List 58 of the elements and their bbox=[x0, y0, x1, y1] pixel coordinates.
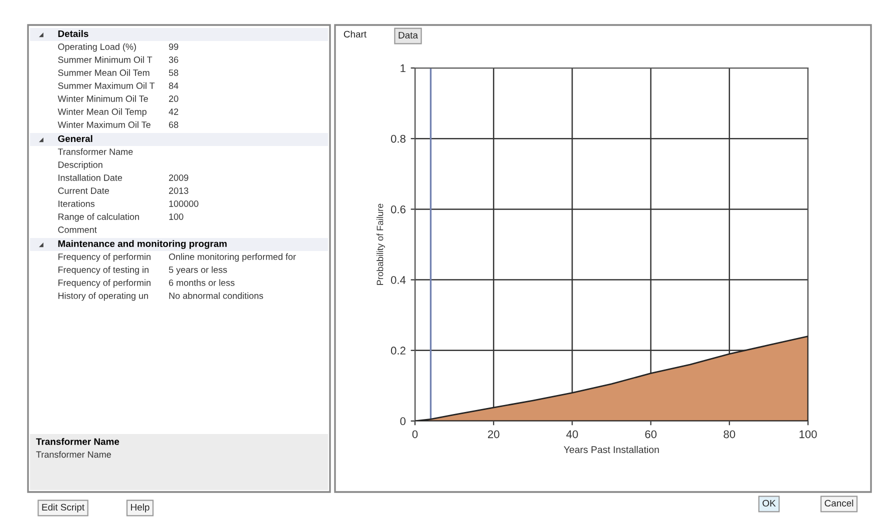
x-tick-label: 20 bbox=[488, 430, 500, 438]
text: Details bbox=[58, 30, 88, 38]
category-label: Winter Mean Oil Temp bbox=[58, 108, 146, 117]
x-axis-title: Years Past Installation bbox=[564, 446, 659, 454]
text: 20 bbox=[169, 96, 178, 102]
text: 100000 bbox=[169, 200, 198, 207]
category-label: History of operating un bbox=[58, 292, 148, 301]
category-label: Description bbox=[58, 161, 102, 170]
category-label: Iterations bbox=[58, 200, 95, 207]
x-tick-label: 60 bbox=[645, 430, 657, 438]
y-tick-label: 0.2 bbox=[390, 346, 406, 355]
y-axis-title: Probability of Failure bbox=[376, 204, 385, 285]
text: No abnormal conditions bbox=[169, 292, 264, 299]
category-label: Winter Maximum Oil Te bbox=[58, 121, 150, 128]
category-label: Frequency of performin bbox=[58, 253, 150, 262]
x-tick-label: 0 bbox=[412, 430, 418, 438]
category-label: Summer Minimum Oil T bbox=[58, 56, 152, 63]
category-label: Summer Maximum Oil T bbox=[58, 82, 155, 89]
category-label: Comment bbox=[58, 226, 97, 233]
text: Maintenance and monitoring program bbox=[58, 240, 227, 249]
text: Data bbox=[398, 32, 418, 39]
text: General bbox=[58, 135, 92, 142]
text: Online monitoring performed for bbox=[168, 253, 296, 262]
text: 58 bbox=[168, 70, 178, 76]
x-tick-label: 80 bbox=[724, 430, 736, 438]
text: 84 bbox=[168, 82, 178, 89]
y-tick-label: 0.4 bbox=[390, 276, 406, 284]
y-tick-label: 0.6 bbox=[390, 205, 406, 214]
text: Chart bbox=[344, 30, 366, 38]
x-tick-label: 40 bbox=[566, 430, 578, 438]
category-label: Operating Load (%) bbox=[58, 43, 136, 52]
text: Help bbox=[131, 504, 150, 512]
text: 68 bbox=[169, 122, 178, 128]
text: Transformer Name bbox=[36, 451, 111, 458]
category-label: Range of calculation bbox=[58, 213, 139, 222]
text: 100 bbox=[169, 214, 184, 220]
category-label: Winter Minimum Oil Te bbox=[58, 95, 148, 102]
text: Transformer Name bbox=[36, 438, 120, 445]
text: 2013 bbox=[169, 188, 188, 194]
category-label: Installation Date bbox=[58, 174, 122, 181]
text: 99 bbox=[168, 44, 178, 50]
text: 36 bbox=[168, 56, 178, 63]
text: Cancel bbox=[824, 500, 854, 507]
text: 2009 bbox=[169, 174, 188, 181]
x-tick-label: 100 bbox=[800, 430, 817, 438]
category-label: Frequency of testing in bbox=[58, 266, 148, 275]
category-label: Current Date bbox=[58, 188, 109, 194]
y-tick-label: 1 bbox=[400, 64, 406, 72]
category-label: Frequency of performin bbox=[58, 279, 150, 288]
text: OK bbox=[762, 500, 776, 507]
text: Edit Script bbox=[42, 504, 84, 512]
category-label: Summer Mean Oil Tem bbox=[58, 69, 150, 76]
text: 42 bbox=[168, 108, 178, 115]
text: 5 years or less bbox=[168, 266, 227, 275]
y-tick-label: 0.8 bbox=[390, 134, 406, 143]
category-label: Transformer Name bbox=[58, 148, 133, 155]
y-tick-label: 0 bbox=[400, 417, 406, 426]
text: 6 months or less bbox=[169, 279, 234, 286]
